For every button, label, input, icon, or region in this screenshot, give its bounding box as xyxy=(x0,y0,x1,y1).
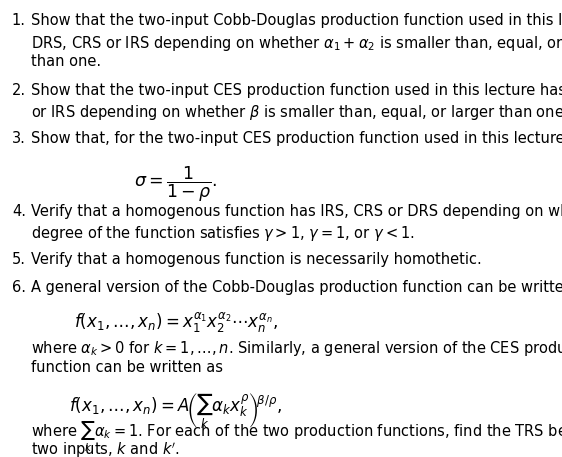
Text: 4.: 4. xyxy=(12,203,26,218)
Text: or IRS depending on whether $\beta$ is smaller than, equal, or larger than one.: or IRS depending on whether $\beta$ is s… xyxy=(31,103,562,122)
Text: $f(x_1, \ldots, x_n) = A\!\left(\sum_k \alpha_k x_k^\rho\right)^{\!\beta/\rho},$: $f(x_1, \ldots, x_n) = A\!\left(\sum_k \… xyxy=(69,391,282,431)
Text: 3.: 3. xyxy=(12,131,26,146)
Text: degree of the function satisfies $\gamma > 1$, $\gamma = 1$, or $\gamma < 1$.: degree of the function satisfies $\gamma… xyxy=(31,224,415,243)
Text: where $\alpha_k > 0$ for $k = 1, \ldots, n$. Similarly, a general version of the: where $\alpha_k > 0$ for $k = 1, \ldots,… xyxy=(31,339,562,358)
Text: Verify that a homogenous function has IRS, CRS or DRS depending on whether the: Verify that a homogenous function has IR… xyxy=(31,203,562,218)
Text: A general version of the Cobb-Douglas production function can be written as: A general version of the Cobb-Douglas pr… xyxy=(31,281,562,295)
Text: Show that the two-input Cobb-Douglas production function used in this lecture ha: Show that the two-input Cobb-Douglas pro… xyxy=(31,13,562,28)
Text: $\sigma = \dfrac{1}{1-\rho}.$: $\sigma = \dfrac{1}{1-\rho}.$ xyxy=(134,165,217,204)
Text: Show that, for the two-input CES production function used in this lecture,: Show that, for the two-input CES product… xyxy=(31,131,562,146)
Text: $f(x_1, \ldots, x_n) = x_1^{\alpha_1} x_2^{\alpha_2} \cdots x_n^{\alpha_n},$: $f(x_1, \ldots, x_n) = x_1^{\alpha_1} x_… xyxy=(74,311,278,335)
Text: 6.: 6. xyxy=(12,281,26,295)
Text: where $\sum_k \alpha_k = 1$. For each of the two production functions, find the : where $\sum_k \alpha_k = 1$. For each of… xyxy=(31,420,562,454)
Text: DRS, CRS or IRS depending on whether $\alpha_1 + \alpha_2$ is smaller than, equa: DRS, CRS or IRS depending on whether $\a… xyxy=(31,34,562,53)
Text: 5.: 5. xyxy=(12,252,26,267)
Text: than one.: than one. xyxy=(31,54,101,69)
Text: Show that the two-input CES production function used in this lecture has DRS, CR: Show that the two-input CES production f… xyxy=(31,83,562,97)
Text: 1.: 1. xyxy=(12,13,26,28)
Text: Verify that a homogenous function is necessarily homothetic.: Verify that a homogenous function is nec… xyxy=(31,252,482,267)
Text: 2.: 2. xyxy=(12,83,26,97)
Text: two inputs, $k$ and $k'$.: two inputs, $k$ and $k'$. xyxy=(31,441,180,457)
Text: function can be written as: function can be written as xyxy=(31,360,223,375)
